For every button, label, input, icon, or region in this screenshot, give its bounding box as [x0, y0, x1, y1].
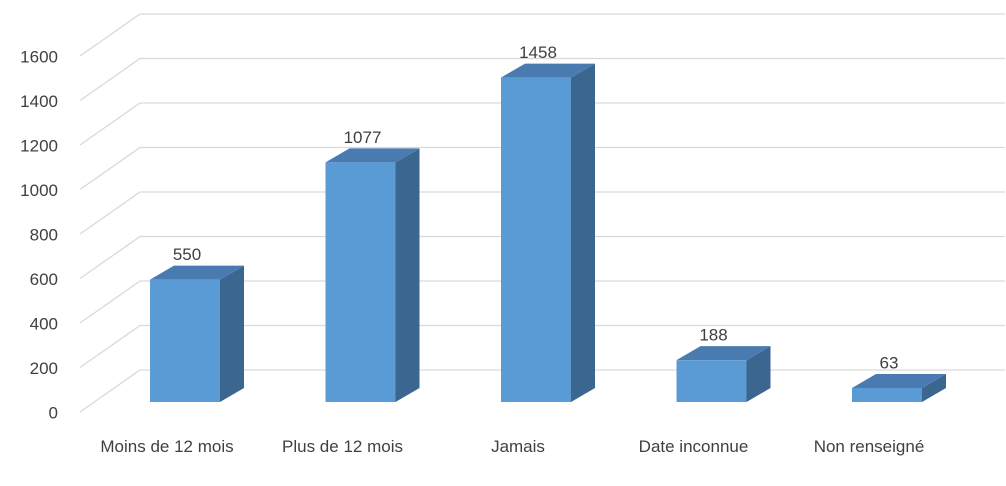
grid-line: [79, 146, 1005, 191]
bar: [676, 346, 771, 402]
y-tick-label: 0: [49, 403, 58, 422]
bar-front: [852, 387, 922, 402]
y-tick-label: 1600: [20, 47, 58, 66]
x-tick-label: Date inconnue: [638, 437, 749, 456]
y-tick-label: 1200: [20, 136, 58, 155]
x-tick-label-box: Moins de 12 mois: [100, 437, 234, 456]
bar-front: [501, 77, 571, 402]
data-label: 1077: [344, 128, 382, 147]
grid-line: [79, 191, 1005, 235]
bar-top: [852, 373, 946, 388]
bar-top: [676, 346, 771, 361]
data-label: 1458: [519, 43, 557, 62]
y-tick-label: 600: [30, 270, 58, 289]
bar: [150, 265, 244, 402]
x-tick-label: Jamais: [491, 437, 545, 456]
bar: [852, 373, 946, 402]
bar: [501, 63, 595, 402]
grid-line: [79, 13, 1005, 57]
y-tick-label: 1400: [20, 92, 58, 111]
x-tick-label: Non renseigné: [813, 437, 925, 456]
x-tick-label-box: Date inconnue: [638, 437, 749, 456]
y-tick-label: 400: [30, 314, 58, 333]
bar-side: [746, 346, 771, 402]
x-tick-label-box: Jamais: [491, 437, 545, 456]
bar-side: [395, 148, 420, 402]
y-tick-label: 200: [30, 359, 58, 378]
y-tick-label: 1000: [20, 181, 58, 200]
bar-front: [150, 279, 220, 402]
data-label: 550: [173, 245, 201, 264]
bar-front: [676, 360, 747, 402]
x-tick-label: Moins de 12 mois: [100, 437, 234, 456]
grid-line: [79, 235, 1005, 280]
x-tick-label-box: Plus de 12 mois: [282, 437, 403, 456]
bar: [325, 148, 420, 402]
bar-front: [325, 162, 396, 402]
data-label: 63: [880, 353, 899, 372]
grid-line: [79, 324, 1005, 369]
bar-side: [922, 373, 946, 402]
y-tick-label: 800: [30, 225, 58, 244]
bar-top: [150, 265, 244, 280]
x-tick-label-box: Non renseigné: [813, 437, 925, 456]
bar-top: [325, 148, 420, 163]
grid-line: [79, 57, 1005, 102]
bar-side: [220, 265, 244, 402]
grid-line: [79, 280, 1005, 324]
data-label: 188: [699, 326, 727, 345]
bar-top: [501, 63, 595, 78]
bar-side: [571, 63, 595, 402]
grid-line: [79, 102, 1005, 146]
x-tick-label: Plus de 12 mois: [282, 437, 403, 456]
